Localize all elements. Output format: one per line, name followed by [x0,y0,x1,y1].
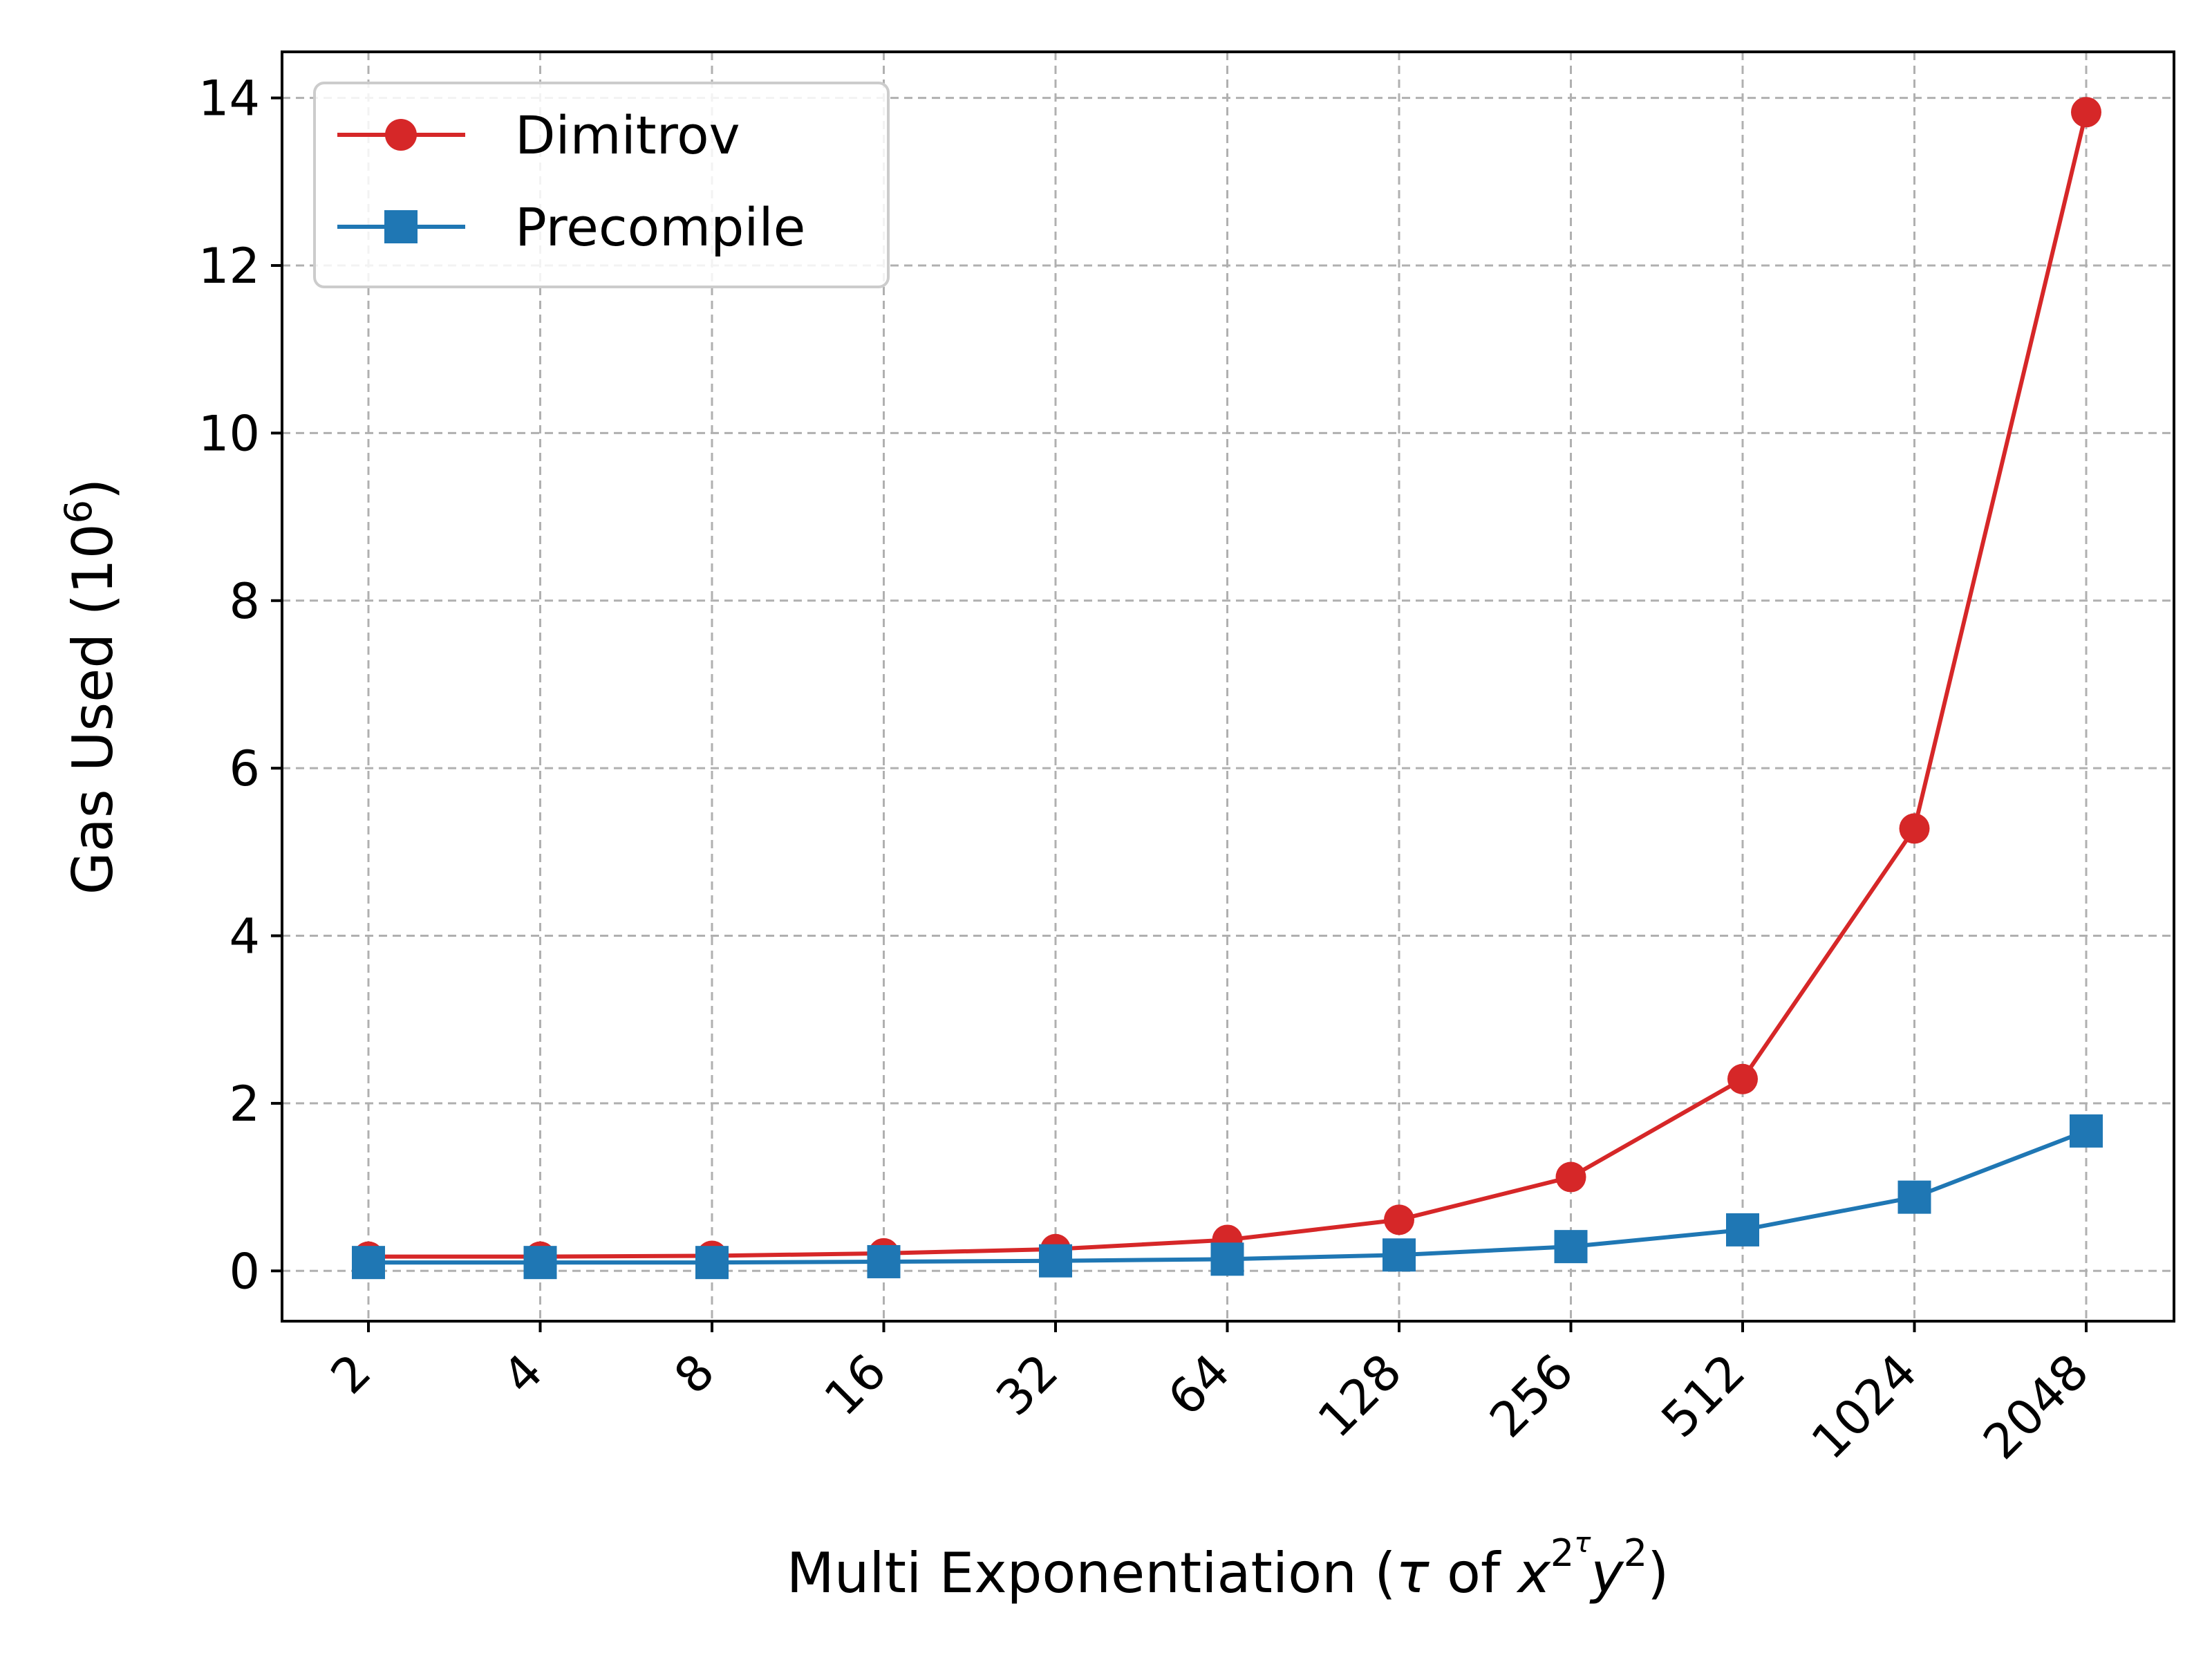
y-tick-label: 4 [229,908,260,965]
legend-marker-dimitrov [385,119,417,151]
x-axis-label-x-exponent-tau: τ [1574,1527,1591,1559]
data-point-dimitrov [1727,1063,1758,1094]
data-point-dimitrov [1384,1204,1414,1235]
data-point-dimitrov [2071,97,2101,128]
x-axis-label-x: x [1516,1541,1552,1605]
data-point-precompile [352,1246,385,1280]
data-point-precompile [1039,1244,1072,1278]
y-tick-label: 6 [229,740,260,797]
y-tick-label: 14 [198,71,260,127]
x-axis-label-tau: τ [1396,1541,1430,1605]
x-axis-label-of: of [1430,1541,1518,1605]
x-axis-label-prefix: Multi Exponentiation ( [787,1541,1396,1605]
data-point-dimitrov [1899,813,1930,844]
y-axis-label-suffix: ) [61,478,125,500]
y-axis-label-exponent: 6 [57,500,100,523]
data-point-precompile [2070,1114,2103,1148]
data-point-dimitrov [1555,1161,1586,1193]
legend-label-dimitrov: Dimitrov [515,104,740,166]
x-axis-label-suffix: ) [1647,1541,1669,1605]
data-point-precompile [1726,1213,1759,1246]
data-point-precompile [1554,1230,1588,1264]
y-tick-label: 8 [229,573,260,630]
y-tick-label: 12 [198,238,260,295]
series-layer [352,97,2103,1280]
x-axis-label-y-exponent: 2 [1624,1531,1647,1575]
y-tick-label: 0 [229,1243,260,1300]
y-tick-label: 10 [198,405,260,462]
data-point-precompile [523,1246,557,1280]
legend: Dimitrov Precompile [313,82,890,288]
y-axis-label: Gas Used (106) [57,478,125,895]
x-axis-label-y: y [1589,1541,1624,1605]
legend-label-precompile: Precompile [515,196,805,258]
data-point-precompile [1897,1180,1931,1214]
data-point-precompile [867,1244,901,1278]
data-point-precompile [695,1246,729,1280]
x-axis-label-x-exponent: 2 [1550,1531,1574,1575]
legend-marker-precompile [384,210,418,243]
x-axis-label: Multi Exponentiation (τ of x2τy2) [787,1527,1669,1605]
data-point-precompile [1210,1242,1244,1276]
y-tick-label: 2 [229,1076,260,1132]
data-point-precompile [1382,1238,1416,1272]
y-axis-label-text: Gas Used (10 [61,523,125,895]
